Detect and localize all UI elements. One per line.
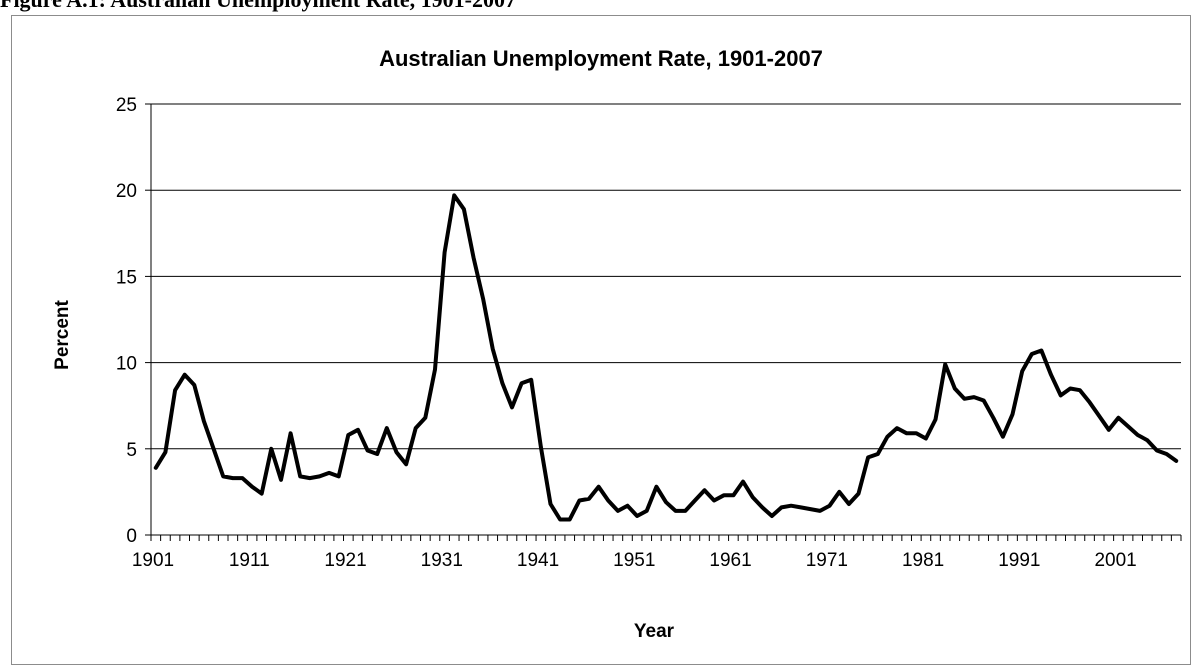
line-chart: Australian Unemployment Rate, 1901-2007 … [52,46,1182,642]
x-tick-label: 1921 [324,550,366,571]
x-tick-label: 1931 [421,550,463,571]
y-tick-label: 25 [116,95,137,116]
chart-title: Australian Unemployment Rate, 1901-2007 [379,46,823,71]
x-tick-label: 1961 [709,550,751,571]
x-tick-label: 1941 [517,550,559,571]
x-tick-label: 1911 [229,550,270,571]
figure-caption: Figure A.1: Australian Unemployment Rate… [0,0,516,12]
series-line-unemployment [153,193,1179,522]
chart-frame: Australian Unemployment Rate, 1901-2007 … [11,15,1191,665]
x-tick-label: 1981 [902,550,944,571]
y-tick-label: 10 [116,354,137,375]
y-tick-label: 15 [116,267,137,288]
x-axis-label: Year [634,621,675,642]
x-tick-label: 1991 [998,550,1040,571]
x-tick-label: 1971 [806,550,848,571]
x-tick-label: 1951 [613,550,655,571]
x-tick-labels: 1901 1911 1921 1931 1941 1951 1961 1971 1981 1991… [132,550,1137,571]
gridlines [151,103,1181,450]
y-axis-label: Percent [52,299,73,369]
y-tick-label: 20 [116,181,137,202]
y-tick-label: 0 [126,526,137,547]
y-tick-labels: 0 5 10 15 20 25 [116,95,137,547]
x-tick-label: 2001 [1094,550,1136,571]
x-tick-label: 1901 [132,550,174,571]
y-tick-label: 5 [126,440,137,461]
axes [145,103,1182,541]
